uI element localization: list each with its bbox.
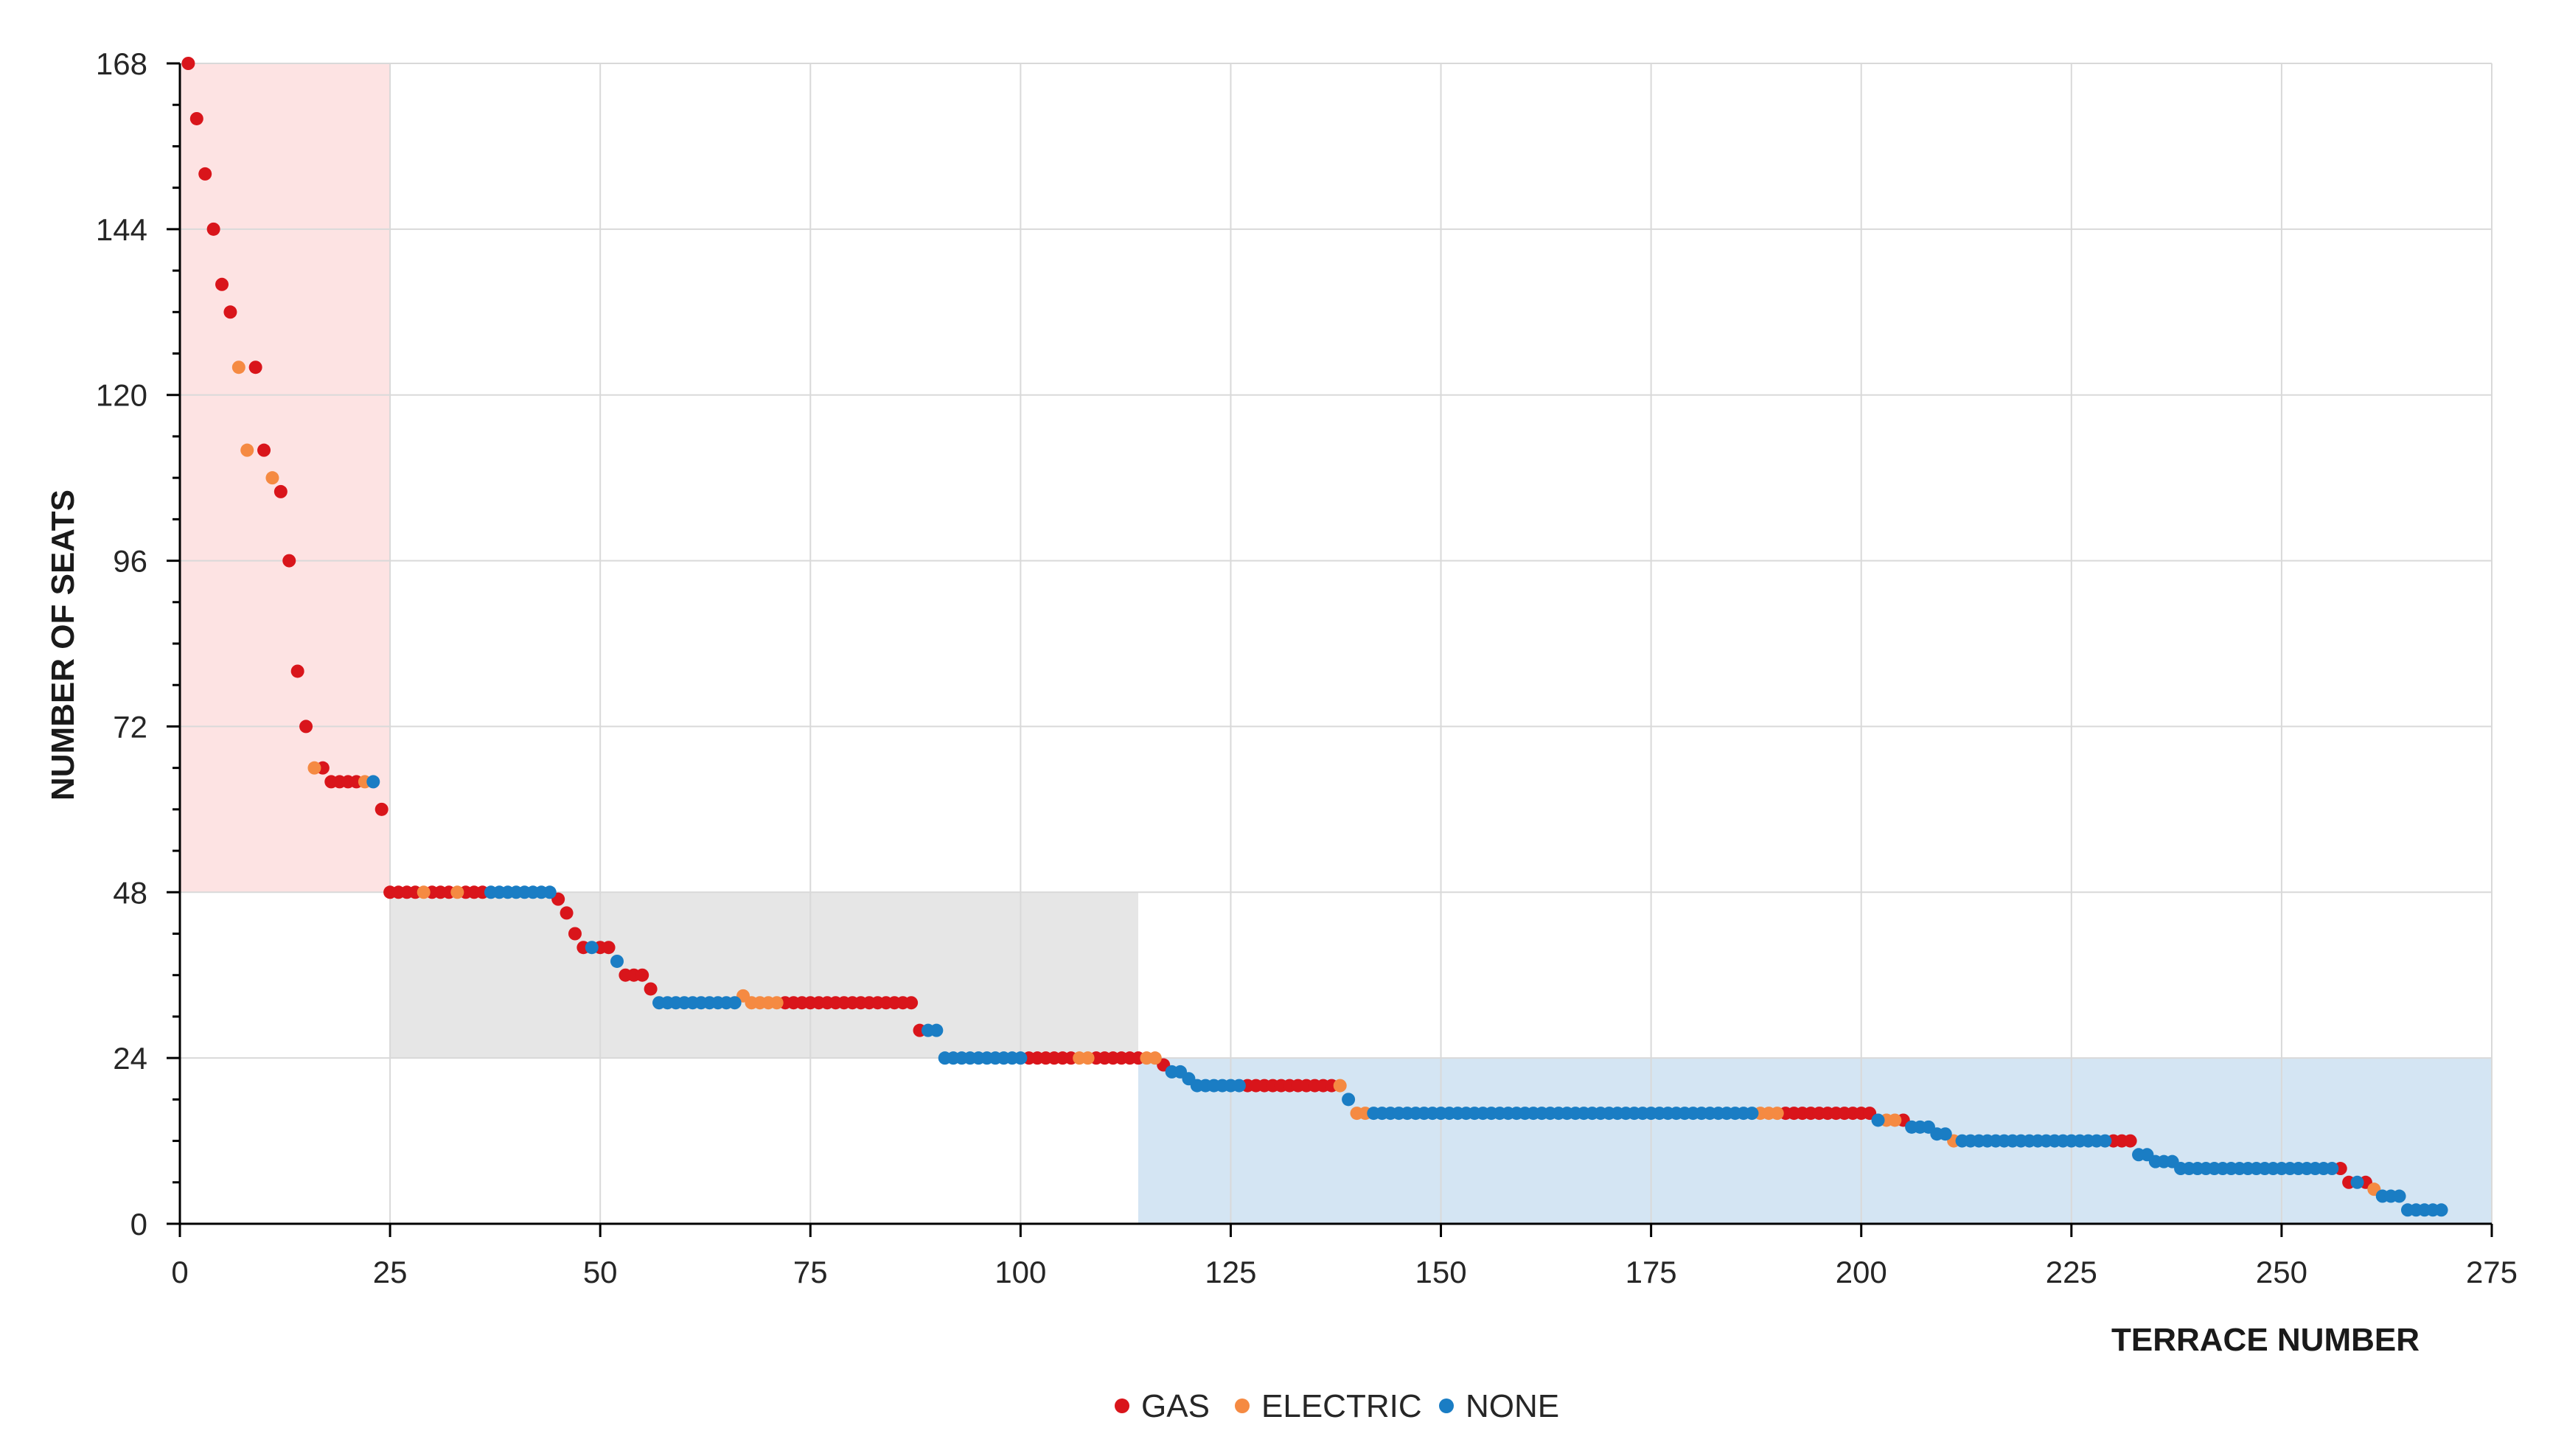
x-tick-label: 75 bbox=[793, 1255, 828, 1289]
point-electric bbox=[265, 471, 279, 485]
point-gas bbox=[560, 906, 574, 920]
point-none bbox=[930, 1023, 944, 1037]
x-tick-label: 250 bbox=[2256, 1255, 2307, 1289]
point-none bbox=[1342, 1093, 1356, 1107]
legend-marker-none bbox=[1439, 1398, 1454, 1413]
x-tick-label: 50 bbox=[583, 1255, 618, 1289]
point-gas bbox=[568, 927, 582, 941]
legend: GAS ELECTRIC NONE bbox=[1115, 1388, 1559, 1424]
point-none bbox=[2434, 1203, 2448, 1217]
point-gas bbox=[644, 982, 658, 996]
point-gas bbox=[223, 305, 237, 319]
x-tick-label: 100 bbox=[994, 1255, 1046, 1289]
point-gas bbox=[274, 484, 288, 498]
x-tick-label: 175 bbox=[1626, 1255, 1677, 1289]
x-tick-label: 150 bbox=[1415, 1255, 1467, 1289]
point-gas bbox=[299, 720, 313, 734]
x-tick-label: 0 bbox=[171, 1255, 188, 1289]
legend-label-electric: ELECTRIC bbox=[1261, 1388, 1422, 1424]
shaded-region-3 bbox=[1138, 1058, 2492, 1224]
data-points bbox=[181, 57, 2448, 1217]
point-none bbox=[366, 775, 380, 789]
point-electric bbox=[770, 996, 784, 1010]
shaded-regions bbox=[180, 63, 2492, 1224]
point-none bbox=[1938, 1127, 1952, 1141]
legend-marker-gas bbox=[1115, 1398, 1129, 1413]
point-none bbox=[2392, 1189, 2406, 1203]
point-electric bbox=[450, 885, 464, 899]
point-electric bbox=[1770, 1107, 1784, 1121]
point-gas bbox=[215, 277, 229, 291]
point-gas bbox=[602, 941, 616, 955]
y-axis-title: NUMBER OF SEATS bbox=[45, 490, 81, 801]
x-tick-label: 200 bbox=[1836, 1255, 1887, 1289]
shaded-region-1 bbox=[180, 63, 391, 893]
point-none bbox=[728, 996, 742, 1010]
y-tick-label: 72 bbox=[113, 709, 147, 744]
point-electric bbox=[240, 443, 254, 457]
point-none bbox=[2325, 1162, 2339, 1176]
y-tick-label: 120 bbox=[96, 378, 147, 413]
axes bbox=[167, 62, 2493, 1237]
point-none bbox=[2098, 1134, 2112, 1148]
point-gas bbox=[282, 554, 296, 568]
x-tick-label: 275 bbox=[2466, 1255, 2518, 1289]
point-electric bbox=[1333, 1079, 1347, 1093]
point-gas bbox=[248, 360, 262, 375]
x-tick-labels: 0 25 50 75 100 125 150 175 200 225 250 275 bbox=[171, 1255, 2518, 1289]
y-tick-label: 168 bbox=[96, 46, 147, 81]
y-tick-labels: 0 24 48 72 96 120 144 168 bbox=[96, 46, 147, 1241]
point-gas bbox=[290, 664, 304, 678]
y-tick-label: 96 bbox=[113, 544, 147, 579]
point-electric bbox=[1148, 1051, 1162, 1065]
shaded-region-2 bbox=[390, 892, 1139, 1059]
legend-marker-electric bbox=[1235, 1398, 1250, 1413]
x-tick-label: 125 bbox=[1205, 1255, 1256, 1289]
point-gas bbox=[198, 167, 212, 181]
point-gas bbox=[905, 996, 919, 1010]
x-axis-title: TERRACE NUMBER bbox=[2111, 1322, 2420, 1358]
y-tick-label: 48 bbox=[113, 875, 147, 910]
point-electric bbox=[231, 360, 245, 375]
point-none bbox=[1871, 1113, 1885, 1127]
legend-label-none: NONE bbox=[1466, 1388, 1559, 1424]
point-gas bbox=[375, 802, 389, 816]
point-electric bbox=[417, 885, 431, 899]
point-none bbox=[610, 954, 624, 968]
x-tick-label: 25 bbox=[373, 1255, 408, 1289]
point-gas bbox=[181, 57, 195, 70]
point-none bbox=[1014, 1051, 1028, 1065]
point-gas bbox=[189, 111, 203, 125]
y-tick-label: 144 bbox=[96, 212, 147, 247]
gridlines bbox=[180, 63, 2492, 1224]
point-gas bbox=[2123, 1134, 2137, 1148]
legend-label-gas: GAS bbox=[1141, 1388, 1210, 1424]
point-electric bbox=[1888, 1113, 1902, 1127]
point-gas bbox=[206, 222, 220, 236]
point-gas bbox=[257, 443, 271, 457]
point-electric bbox=[1081, 1051, 1095, 1065]
point-none bbox=[1745, 1107, 1759, 1121]
point-none bbox=[585, 941, 599, 955]
point-gas bbox=[635, 968, 649, 982]
x-tick-label: 225 bbox=[2046, 1255, 2097, 1289]
y-tick-label: 24 bbox=[113, 1041, 147, 1076]
point-none bbox=[1232, 1079, 1246, 1093]
point-electric bbox=[307, 761, 321, 775]
point-none bbox=[543, 885, 557, 899]
y-tick-label: 0 bbox=[130, 1207, 147, 1241]
point-none bbox=[2350, 1175, 2364, 1189]
